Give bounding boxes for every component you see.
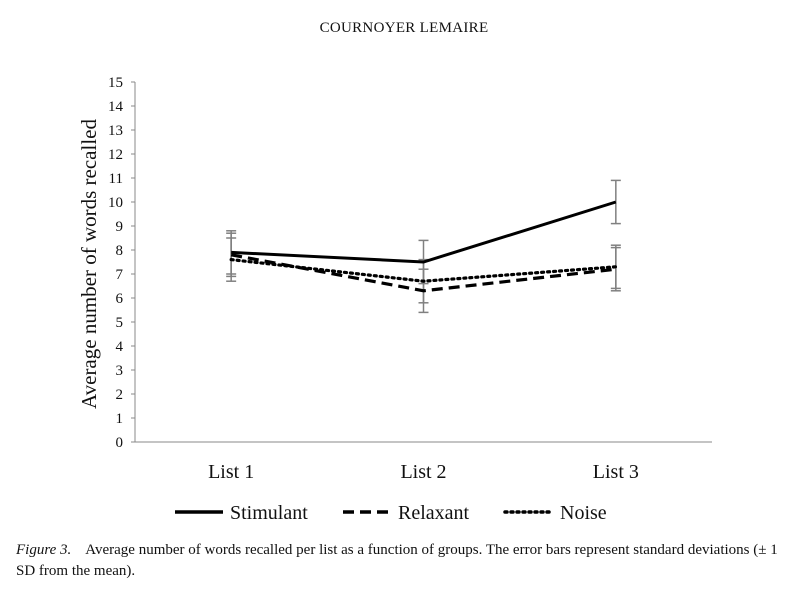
- x-tick-label: List 3: [593, 461, 639, 483]
- x-tick-label: List 2: [400, 461, 446, 483]
- legend-label: Stimulant: [230, 502, 308, 524]
- y-tick-label: 8: [116, 243, 124, 259]
- y-tick-label: 0: [116, 435, 124, 451]
- y-tick-label: 3: [116, 363, 124, 379]
- running-head: COURNOYER LEMAIRE: [319, 20, 489, 36]
- y-tick-label: 12: [108, 147, 123, 163]
- legend-item-relaxant: Relaxant: [343, 502, 470, 524]
- x-axis: List 1 List 2 List 3: [135, 441, 712, 483]
- y-tick-label: 4: [116, 339, 124, 355]
- y-tick-label: 10: [108, 195, 123, 211]
- legend-item-stimulant: Stimulant: [175, 502, 308, 524]
- series-line-stimulant: [231, 200, 617, 264]
- legend-label: Noise: [560, 502, 607, 524]
- y-tick-label: 1: [116, 411, 124, 427]
- legend: Stimulant Relaxant Noise: [175, 502, 607, 524]
- legend-label: Relaxant: [398, 502, 470, 524]
- series-lines: [229, 200, 618, 293]
- y-axis-label: Average number of words recalled: [77, 119, 101, 409]
- y-tick-label: 7: [116, 267, 124, 283]
- y-tick-label: 5: [116, 315, 124, 331]
- legend-item-noise: Noise: [503, 502, 607, 524]
- error-bars: [226, 179, 621, 314]
- y-tick-label: 11: [109, 171, 123, 187]
- x-tick-label: List 1: [208, 461, 254, 483]
- y-tick-label: 14: [108, 99, 124, 115]
- caption-text: Average number of words recalled per lis…: [16, 542, 778, 579]
- y-tick-label: 2: [116, 387, 124, 403]
- figure-label: Figure 3.: [16, 542, 72, 558]
- y-tick-label: 15: [108, 75, 123, 91]
- figure-caption: Figure 3. Average number of words recalle…: [16, 540, 796, 582]
- y-tick-label: 13: [108, 123, 123, 139]
- y-tick-label: 9: [116, 219, 124, 235]
- series-line-relaxant: [230, 253, 617, 293]
- y-tick-label: 6: [116, 291, 124, 307]
- series-line-noise: [229, 258, 618, 283]
